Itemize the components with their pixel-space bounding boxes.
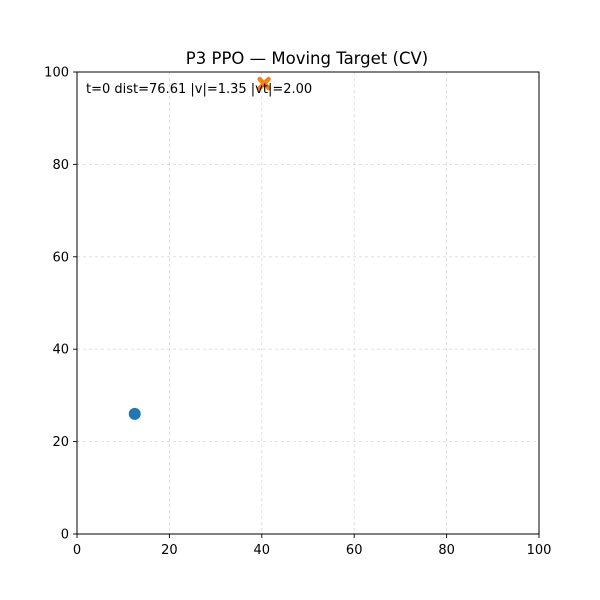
- x-tick-label: 0: [73, 543, 81, 558]
- chart-title: P3 PPO — Moving Target (CV): [186, 49, 428, 68]
- axes-frame: [76, 71, 540, 535]
- status-annotation: t=0 dist=76.61 |v|=1.35 |vt|=2.00: [86, 82, 312, 97]
- y-tick-label: 40: [52, 343, 69, 358]
- x-tick-label: 80: [438, 543, 455, 558]
- y-tick-label: 100: [44, 66, 69, 81]
- y-tick-label: 80: [52, 158, 69, 173]
- target-point: [257, 76, 271, 91]
- x-tick-label: 40: [254, 543, 271, 558]
- y-tick-label: 60: [52, 250, 69, 265]
- x-tick-label: 100: [527, 543, 552, 558]
- data-points: [128, 76, 271, 420]
- x-tick-label: 20: [161, 543, 178, 558]
- agent-point: [128, 407, 141, 420]
- y-tick-label: 20: [52, 435, 69, 450]
- target-marker-stroke: [257, 76, 271, 91]
- x-tick-label: 60: [346, 543, 363, 558]
- y-tick-label: 0: [61, 528, 69, 543]
- grid: [76, 71, 540, 535]
- axis-ticks: 0 20 40 60 80 100 0 20 40 60 80 100: [44, 66, 551, 559]
